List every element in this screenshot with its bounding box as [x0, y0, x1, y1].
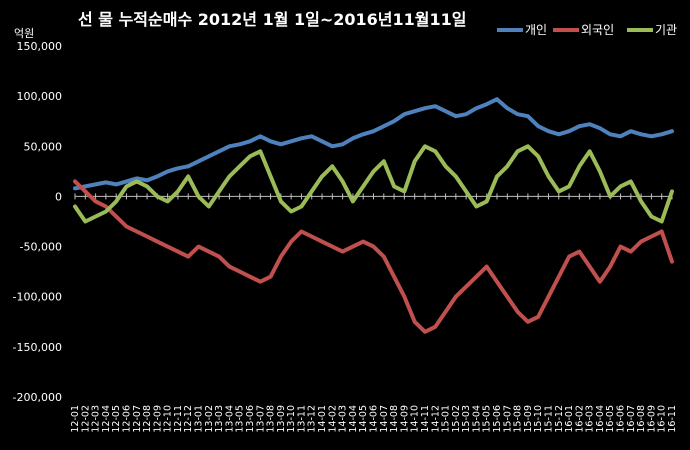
- x-tick-label: 13-07: [255, 405, 266, 433]
- x-tick-label: 15-10: [533, 405, 544, 433]
- x-tick-label: 14-06: [369, 405, 380, 433]
- x-tick-label: 13-12: [307, 405, 318, 433]
- x-tick-label: 14-01: [317, 405, 328, 433]
- x-tick-label: 12-04: [101, 405, 112, 433]
- x-tick-label: 14-08: [389, 405, 400, 433]
- series-line-institution: [73, 144, 674, 224]
- x-tick-label: 16-09: [646, 405, 657, 433]
- x-tick-label: 12-05: [111, 405, 122, 433]
- x-tick-label: 15-02: [451, 405, 462, 433]
- x-tick-label: 13-11: [296, 405, 307, 433]
- x-tick-label: 16-03: [585, 405, 596, 433]
- x-tick-label: 12-06: [121, 405, 132, 433]
- x-tick-label: 13-04: [224, 405, 235, 433]
- x-tick-label: 14-09: [399, 405, 410, 433]
- x-tick-label: 14-02: [327, 405, 338, 433]
- series-layer: [73, 97, 674, 334]
- x-tick-label: 15-11: [543, 405, 554, 433]
- x-tick-label: 15-12: [554, 405, 565, 433]
- x-tick-label: 14-05: [358, 405, 369, 433]
- x-tick-label: 14-04: [348, 405, 359, 433]
- x-tick-label: 14-07: [379, 405, 390, 433]
- x-tick-label: 14-12: [430, 405, 441, 433]
- x-tick-label: 12-02: [80, 405, 91, 433]
- x-tick-label: 13-05: [235, 405, 246, 433]
- chart-title: 선 물 누적순매수 2012년 1월 1일~2016년11월11일: [78, 10, 466, 29]
- y-axis-ticks: 150,000 100,000 50,000 0 -50,000 -100,000 -150…: [13, 40, 62, 404]
- x-tick-label: 16-11: [667, 405, 678, 433]
- x-tick-label: 16-05: [605, 405, 616, 433]
- x-tick-label: 12-12: [183, 405, 194, 433]
- x-axis: 12-01 12-02 12-03 12-04 12-05 12-06 12-07 12-08…: [70, 193, 678, 433]
- x-tick-label: 15-05: [482, 405, 493, 433]
- x-tick-label: 15-07: [502, 405, 513, 433]
- x-tick-label: 16-06: [616, 405, 627, 433]
- x-tick-label: 16-04: [595, 405, 606, 433]
- x-tick-label: 15-01: [441, 405, 452, 433]
- x-tick-label: 14-10: [410, 405, 421, 433]
- y-tick-label: 100,000: [17, 90, 63, 103]
- y-tick-label: -50,000: [20, 241, 62, 254]
- x-tick-label: 15-06: [492, 405, 503, 433]
- legend-label-individual: 개인: [525, 23, 547, 37]
- x-tick-label: 15-03: [461, 405, 472, 433]
- x-tick-label: 15-08: [513, 405, 524, 433]
- legend: 개인 외국인 기관: [497, 23, 677, 37]
- x-tick-label: 13-01: [194, 405, 205, 433]
- x-tick-label: 16-01: [564, 405, 575, 433]
- y-tick-label: 0: [55, 190, 62, 203]
- x-tick-label: 16-08: [636, 405, 647, 433]
- x-tick-label: 14-03: [338, 405, 349, 433]
- x-tick-label: 12-10: [163, 405, 174, 433]
- series-line-individual: [73, 97, 674, 191]
- x-tick-label: 12-07: [132, 405, 143, 433]
- y-tick-label: 150,000: [17, 40, 63, 53]
- x-tick-label: 13-08: [266, 405, 277, 433]
- x-tick-label: 13-03: [214, 405, 225, 433]
- y-tick-label: -200,000: [13, 391, 62, 404]
- x-tick-label: 12-08: [142, 405, 153, 433]
- x-tick-label: 13-10: [286, 405, 297, 433]
- x-tick-label: 16-10: [657, 405, 668, 433]
- x-tick-label: 13-09: [276, 405, 287, 433]
- x-tick-label: 15-09: [523, 405, 534, 433]
- x-tick-label: 12-09: [152, 405, 163, 433]
- x-tick-label: 12-01: [70, 405, 81, 433]
- x-tick-label: 13-06: [245, 405, 256, 433]
- x-tick-label: 16-07: [626, 405, 637, 433]
- y-unit-label: 억원: [14, 27, 34, 40]
- legend-label-foreign: 외국인: [581, 23, 614, 37]
- y-tick-label: -150,000: [13, 341, 62, 354]
- x-tick-label: 15-04: [471, 405, 482, 433]
- x-tick-label: 14-11: [420, 405, 431, 433]
- y-tick-label: -100,000: [13, 291, 62, 304]
- x-tick-label: 12-03: [91, 405, 102, 433]
- x-tick-label: 12-11: [173, 405, 184, 433]
- y-tick-label: 50,000: [24, 140, 63, 153]
- x-tick-label: 13-02: [204, 405, 215, 433]
- x-tick-label: 16-02: [574, 405, 585, 433]
- series-line-foreign: [73, 179, 674, 334]
- legend-label-institution: 기관: [655, 23, 677, 37]
